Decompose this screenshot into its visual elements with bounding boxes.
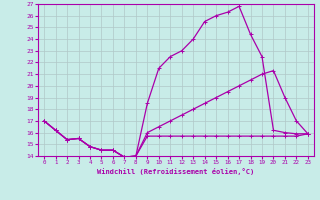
X-axis label: Windchill (Refroidissement éolien,°C): Windchill (Refroidissement éolien,°C) xyxy=(97,168,255,175)
